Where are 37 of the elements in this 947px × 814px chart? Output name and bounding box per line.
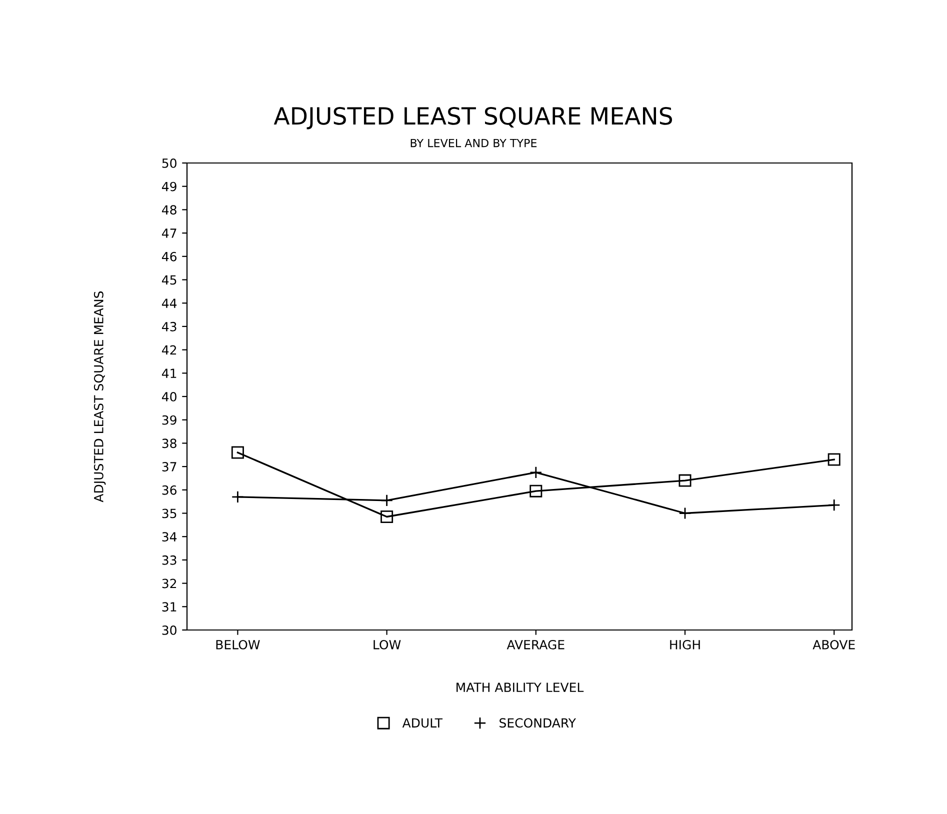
point (231, 446, 244, 459)
y-tick-label: 44 (162, 298, 177, 308)
y-tick-label: 47 (162, 228, 176, 238)
point (380, 510, 394, 524)
x-tick-label: HIGH (670, 640, 700, 650)
legend-label: SECONDARY (500, 718, 576, 728)
y-axis-title: ADJUSTED LEAST SQUARE MEANS (94, 291, 106, 502)
point (678, 474, 692, 487)
point (530, 484, 542, 498)
y-tick-label: 49 (162, 182, 176, 192)
y-tick-label: 43 (162, 322, 176, 332)
y-tick-label: 33 (162, 555, 176, 565)
chart-title: ADJUSTED LEAST SQUARE MEANS (274, 106, 672, 130)
y-tick-label: 39 (162, 415, 176, 425)
y-tick-label: 46 (162, 252, 176, 262)
y-tick-label: 45 (162, 275, 176, 285)
y-tick-label: 34 (162, 532, 177, 542)
y-tick-label: 32 (162, 578, 176, 588)
y-tick-label: 35 (162, 508, 176, 518)
y-tick-label: 38 (162, 438, 176, 448)
y-tick-label: 37 (162, 462, 176, 472)
x-axis-title: MATH ABILITY LEVEL (456, 682, 584, 692)
y-tick-label: 41 (162, 368, 176, 378)
x-tick-label: BELOW (216, 640, 260, 650)
y-tick-label: 42 (162, 345, 176, 355)
y-tick-label: 36 (162, 485, 176, 495)
point (828, 453, 840, 466)
y-tick-label: 40 (162, 392, 176, 402)
legend-label: ADULT (402, 718, 443, 728)
x-tick-label: ABOVE (812, 640, 855, 650)
y-tick-label: 50 (162, 158, 176, 168)
x-tick-label: LOW (374, 640, 401, 650)
chart-subtitle: BY LEVEL AND BY TYPE (410, 138, 537, 148)
x-tick-label: AVERAGE (506, 640, 564, 650)
y-tick-label: 48 (162, 205, 176, 215)
y-tick-label: 31 (162, 602, 176, 612)
y-tick-label: 30 (162, 625, 176, 635)
